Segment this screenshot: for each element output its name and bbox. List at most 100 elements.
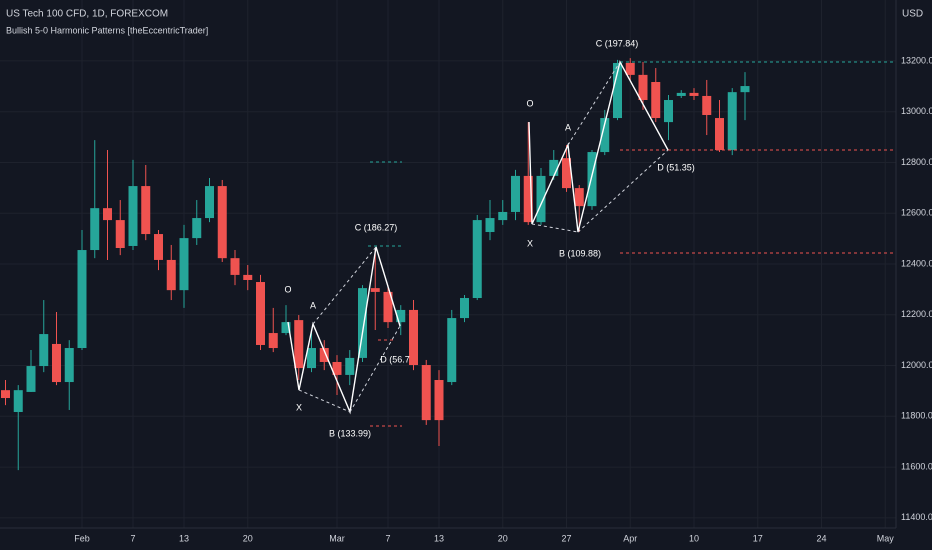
candle-body: [64, 348, 74, 383]
candle-body: [536, 175, 546, 223]
pattern-line: [528, 60, 669, 233]
candle-body: [651, 81, 661, 119]
candle-body: [498, 211, 508, 221]
x-tick-label: 13: [434, 533, 444, 543]
pattern-label: B (133.99): [329, 428, 371, 438]
y-tick-label: 12400.0: [901, 258, 932, 268]
y-tick-label: 12800.0: [901, 157, 932, 167]
candle-body: [90, 208, 100, 251]
pattern-label: O: [284, 284, 291, 294]
candle-body: [319, 348, 329, 362]
candle-body: [587, 152, 597, 207]
price-axis-panel: [896, 0, 932, 550]
candle-body: [434, 380, 444, 421]
x-tick-label: 24: [816, 533, 826, 543]
x-tick-label: 7: [130, 533, 135, 543]
candle-body: [562, 158, 571, 189]
candle-body: [549, 159, 559, 176]
y-tick-label: 11800.0: [901, 411, 932, 421]
indicator-name: Bullish 5-0 Harmonic Patterns [theEccent…: [6, 25, 208, 35]
candle-body: [676, 92, 686, 96]
pattern-dash: [531, 223, 579, 233]
candle-body: [205, 186, 214, 219]
candle-body: [523, 175, 533, 223]
x-tick-label: 27: [561, 533, 571, 543]
candle-body: [268, 333, 278, 349]
candle-body: [141, 186, 151, 235]
x-tick-label: 20: [498, 533, 508, 543]
candle-body: [447, 318, 457, 383]
candle-body: [332, 361, 342, 375]
x-tick-label: 13: [179, 533, 189, 543]
x-tick-label: Apr: [623, 533, 637, 543]
candle-body: [613, 62, 622, 119]
pattern-label: C (186.27): [355, 222, 398, 232]
pattern-drawings: [287, 60, 896, 427]
candle-body: [128, 186, 138, 246]
y-tick-label: 12000.0: [901, 360, 932, 370]
candle-body: [358, 288, 367, 358]
candle-body: [154, 234, 163, 260]
candle-body: [421, 365, 431, 421]
pattern-label: D (51.35): [657, 162, 695, 172]
y-tick-label: 13000.0: [901, 106, 932, 116]
y-tick-label: 12600.0: [901, 208, 932, 218]
pattern-label: A: [310, 300, 316, 310]
y-tick-label: 13200.0: [901, 55, 932, 65]
candle-body: [230, 258, 240, 275]
pattern-label: C (197.84): [596, 38, 639, 48]
x-tick-label: 20: [243, 533, 253, 543]
candle-body: [702, 95, 712, 115]
x-tick-label: 7: [385, 533, 390, 543]
candle-body: [600, 118, 610, 153]
candle-body: [409, 309, 418, 366]
chart-title: US Tech 100 CFD, 1D, FOREXCOM: [6, 9, 168, 20]
candle-body: [256, 282, 265, 345]
candle-body: [511, 175, 520, 212]
candle-body: [345, 357, 355, 375]
candles: [1, 58, 750, 471]
candle-body: [217, 186, 227, 259]
candle-body: [1, 390, 10, 399]
candle-body: [472, 220, 482, 299]
candle-body: [166, 259, 176, 291]
x-tick-label: Feb: [74, 533, 90, 543]
candle-body: [52, 343, 61, 383]
x-tick-label: Mar: [329, 533, 345, 543]
candle-body: [192, 218, 202, 239]
pattern-dash: [567, 61, 621, 146]
candle-body: [396, 309, 406, 323]
pattern-dash: [577, 149, 669, 233]
candle-body: [179, 238, 189, 291]
candle-body: [26, 366, 36, 392]
candle-body: [689, 92, 699, 96]
pattern-label: X: [527, 238, 533, 248]
pattern-label: D (56.7: [380, 354, 410, 364]
y-tick-label: 11600.0: [901, 461, 932, 471]
pattern-label: O: [526, 98, 533, 108]
candle-body: [638, 74, 648, 101]
pattern-line: [287, 246, 401, 415]
candle-body: [294, 320, 304, 369]
x-tick-label: 10: [689, 533, 699, 543]
y-axis-label: USD: [902, 9, 923, 20]
candle-body: [13, 390, 23, 412]
candle-body: [727, 92, 737, 151]
y-tick-label: 11400.0: [901, 512, 932, 522]
x-tick-label: 17: [753, 533, 763, 543]
pattern-label: A: [565, 122, 571, 132]
pattern-dash: [349, 325, 401, 413]
pattern-label: X: [296, 402, 302, 412]
candle-body: [370, 288, 380, 292]
candle-body: [383, 291, 393, 323]
y-tick-label: 12200.0: [901, 309, 932, 319]
candle-body: [574, 188, 584, 207]
candle-body: [625, 62, 635, 75]
candle-body: [307, 348, 316, 369]
candle-body: [740, 86, 750, 93]
candle-body: [460, 298, 469, 319]
candle-body: [485, 218, 495, 233]
candle-body: [39, 334, 49, 367]
